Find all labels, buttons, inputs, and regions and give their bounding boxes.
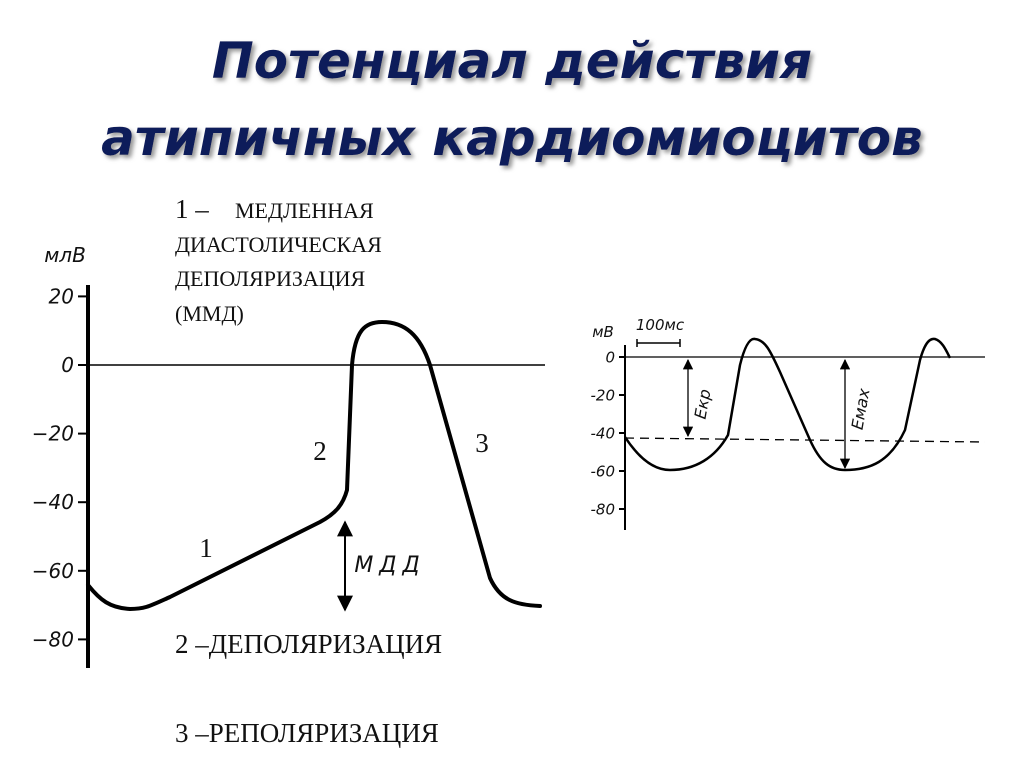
y-tick-label: -40 — [591, 424, 616, 442]
legend-text: 2 –ДЕПОЛЯРИЗАЦИЯ — [175, 629, 442, 659]
title-line: атипичных кардиомиоцитов — [101, 109, 923, 167]
axis-label: мВ — [592, 323, 614, 341]
legend-text: ДИАСТОЛИЧЕСКАЯ — [175, 232, 382, 257]
phase-label: 3 — [475, 428, 489, 458]
title-line: Потенциал действия — [212, 32, 812, 90]
legend-text: МЕДЛЕННАЯ — [235, 198, 374, 223]
y-tick-label: 20 — [49, 284, 74, 308]
right-chart: мВ 100мс Екр Емах 0 -20 -40 -60 -80 — [591, 316, 986, 530]
mdd-label: МДД — [354, 553, 425, 578]
scale-bar — [636, 339, 681, 347]
axis-label: млВ — [44, 243, 86, 267]
y-tick-label: -20 — [591, 386, 616, 404]
legend-number: 1 – — [175, 194, 209, 224]
legend-text: (ММД) — [175, 301, 244, 326]
y-tick-label: −80 — [32, 627, 74, 651]
ekr-label: Екр — [691, 388, 715, 421]
left-chart: млВ 1 2 3 МДД 20 0 −20 −40 −60 −80 — [32, 243, 545, 668]
scale-label: 100мс — [636, 316, 685, 334]
action-potential-curve — [623, 337, 952, 472]
y-tick-label: −60 — [32, 559, 74, 583]
legend-text: 3 –РЕПОЛЯРИЗАЦИЯ — [175, 718, 439, 748]
y-tick-label: -60 — [591, 462, 616, 480]
phase-label: 1 — [199, 533, 213, 563]
y-tick-label: 0 — [605, 348, 615, 366]
phase-label: 2 — [313, 436, 327, 466]
y-tick-label: -80 — [591, 500, 616, 518]
action-potential-curve — [86, 320, 542, 611]
y-tick-label: 0 — [61, 353, 74, 377]
y-tick-label: −40 — [32, 490, 74, 514]
legend-text: ДЕПОЛЯРИЗАЦИЯ — [175, 266, 366, 291]
emax-label: Емах — [848, 386, 874, 431]
y-tick-label: −20 — [32, 422, 74, 446]
threshold-line — [624, 437, 986, 443]
